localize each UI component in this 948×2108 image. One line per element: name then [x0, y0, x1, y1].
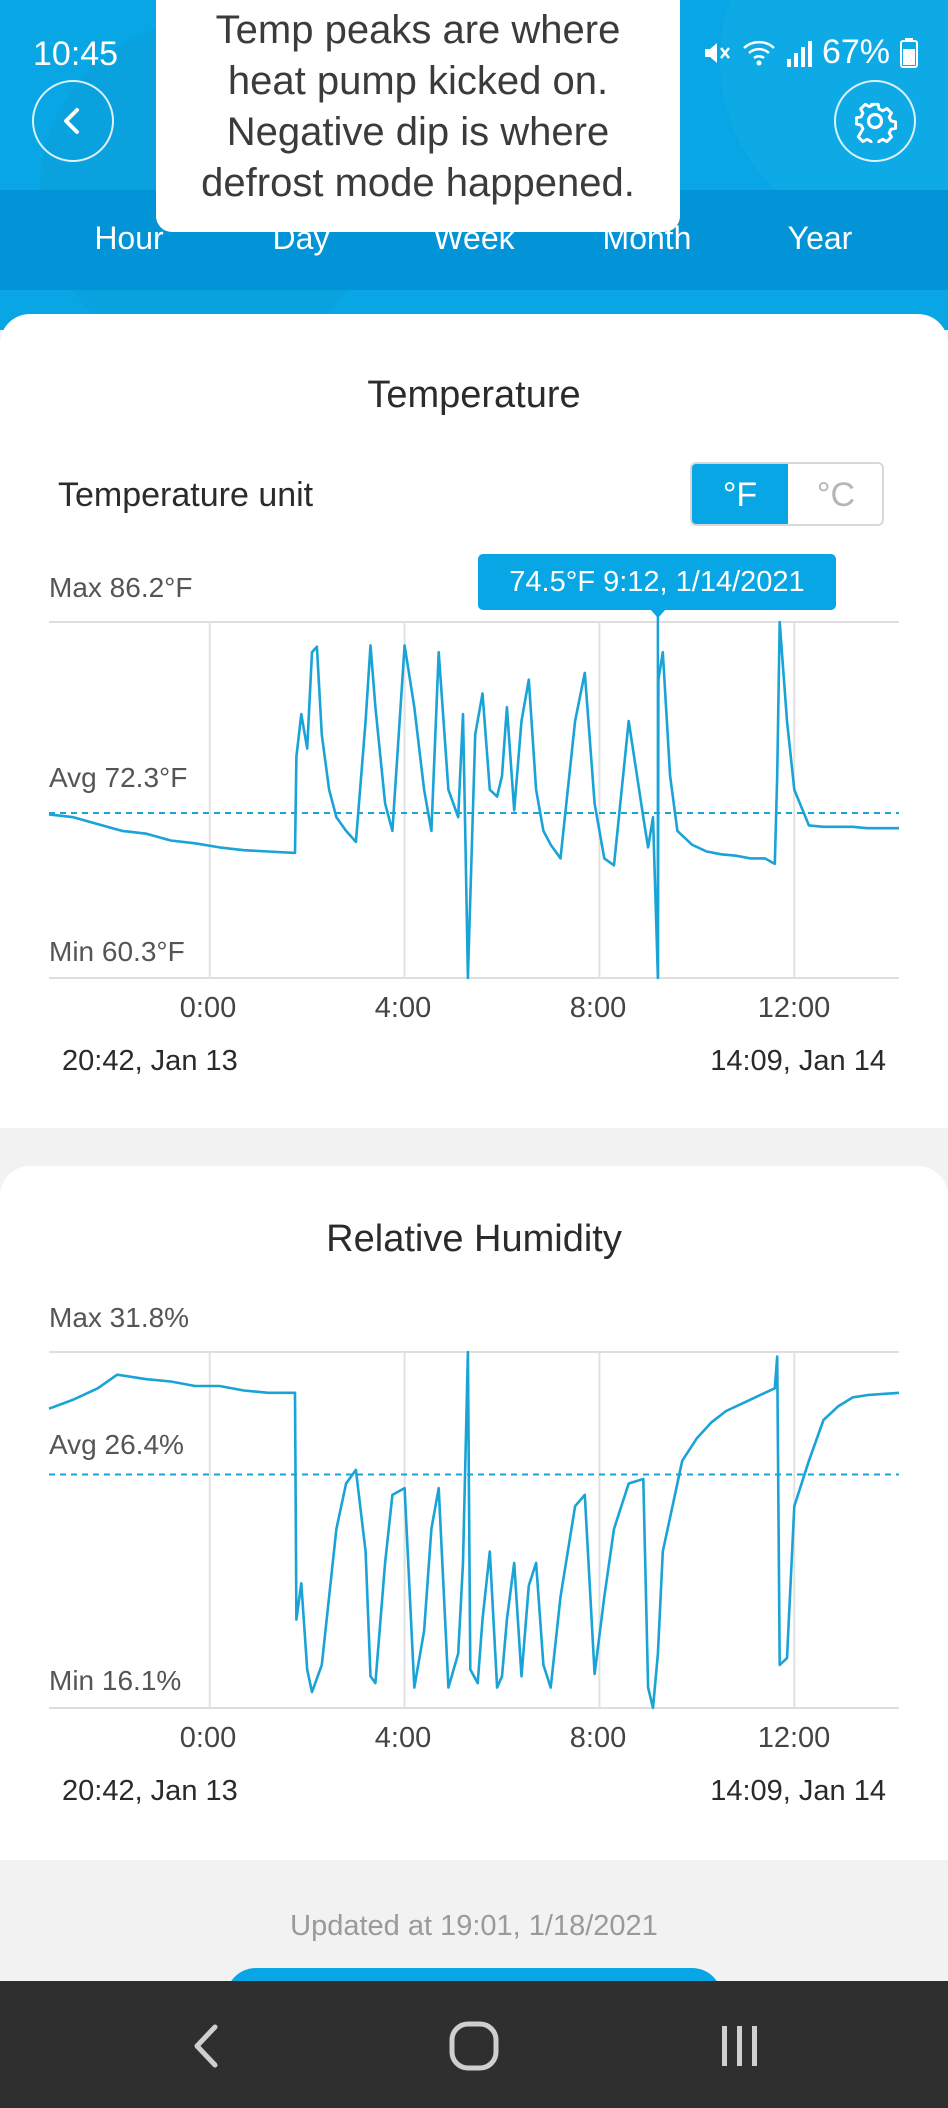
nav-back-button[interactable]	[162, 2001, 252, 2091]
temperature-chart[interactable]	[0, 314, 948, 1014]
hum-x-tick-label: 8:00	[569, 1722, 627, 1754]
temp-series-line	[48, 620, 899, 980]
annotation-line: defrost mode happened.	[201, 161, 635, 205]
humidity-max-label: Max 31.8%	[49, 1302, 190, 1333]
settings-button[interactable]	[834, 80, 916, 162]
humidity-title: Relative Humidity	[326, 1218, 622, 1260]
back-button[interactable]	[32, 80, 114, 162]
nav-home-icon	[449, 2021, 499, 2071]
humidity-card: Relative Humidity Max 31.8% Avg 26.4% Mi…	[0, 1166, 948, 1860]
humidity-range-end: 14:09, Jan 14	[710, 1775, 886, 1807]
mute-icon	[702, 38, 732, 68]
battery-percent: 67%	[821, 33, 890, 71]
tab-year[interactable]: Year	[787, 220, 853, 256]
nav-back-icon	[194, 2024, 218, 2068]
chevron-left-icon	[64, 108, 79, 134]
temperature-range-start: 20:42, Jan 13	[62, 1045, 238, 1077]
gear-icon	[855, 102, 897, 143]
nav-home-button[interactable]	[429, 2001, 519, 2091]
annotation-line: heat pump kicked on.	[227, 59, 609, 103]
temperature-tooltip: 74.5°F 9:12, 1/14/2021	[478, 554, 836, 610]
tooltip-pointer	[650, 609, 666, 618]
temp-x-tick-label: 0:00	[179, 992, 237, 1024]
annotation-line: Negative dip is where	[226, 110, 610, 154]
nav-recents-icon	[722, 2026, 757, 2066]
status-time: 10:45	[33, 35, 119, 73]
tab-hour[interactable]: Hour	[94, 220, 164, 256]
hum-series-line	[48, 1350, 900, 1710]
temp-x-tick-label: 12:00	[757, 992, 831, 1024]
battery-icon	[900, 37, 918, 68]
temperature-unit-label: Temperature unit	[58, 476, 314, 514]
temperature-range-end: 14:09, Jan 14	[710, 1045, 886, 1077]
humidity-avg-label: Avg 26.4%	[49, 1429, 184, 1460]
hum-x-tick-label: 0:00	[179, 1722, 237, 1754]
annotation-note: Temp peaks are where heat pump kicked on…	[156, 0, 680, 232]
wifi-icon	[742, 38, 776, 68]
hum-x-tick-label: 4:00	[374, 1722, 432, 1754]
unit-fahrenheit-button[interactable]: °F	[692, 464, 788, 524]
unit-toggle: °F °C	[690, 462, 884, 526]
nav-recents-button[interactable]	[695, 2001, 785, 2091]
temp-x-tick-label: 8:00	[569, 992, 627, 1024]
temperature-max-label: Max 86.2°F	[49, 572, 193, 603]
status-icons: 67%	[702, 33, 918, 72]
status-bar: 10:45 67%	[0, 0, 948, 110]
temperature-title: Temperature	[367, 374, 581, 416]
humidity-min-label: Min 16.1%	[49, 1665, 182, 1696]
humidity-chart[interactable]	[0, 1166, 948, 1726]
temperature-card: Temperature Temperature unit °F °C Max 8…	[0, 314, 948, 1128]
system-nav-bar	[0, 1981, 948, 2108]
updated-timestamp: Updated at 19:01, 1/18/2021	[290, 1910, 658, 1942]
annotation-line: Temp peaks are where	[215, 8, 621, 52]
hum-x-tick-label: 12:00	[757, 1722, 831, 1754]
unit-celsius-button[interactable]: °C	[816, 475, 856, 514]
humidity-range-start: 20:42, Jan 13	[62, 1775, 238, 1807]
signal-icon	[786, 39, 812, 67]
temperature-avg-label: Avg 72.3°F	[49, 762, 188, 793]
temperature-min-label: Min 60.3°F	[49, 936, 185, 967]
temp-x-tick-label: 4:00	[374, 992, 432, 1024]
